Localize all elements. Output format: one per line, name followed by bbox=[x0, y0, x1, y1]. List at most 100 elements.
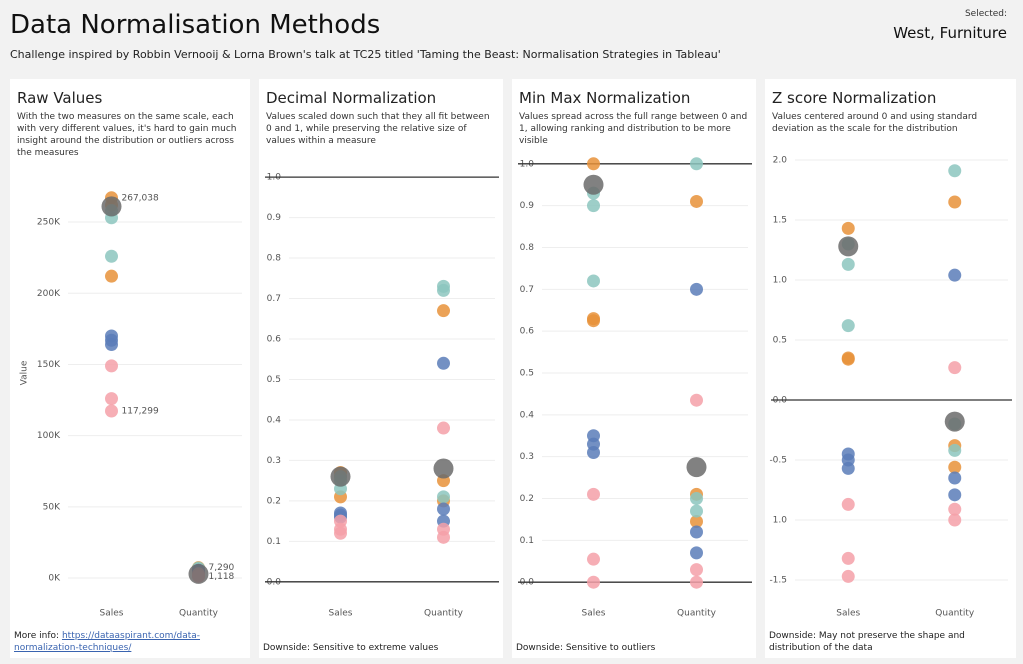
dot bbox=[841, 352, 855, 366]
chart-panel: 2.0 1.5 1.0 0.5 0.0 -0.5 1.0 -1.5 Sales Quantity Z… bbox=[765, 79, 1016, 658]
chart-panel: Value 0K 50K 100K 150K 200K 250K Sales Quantity 2… bbox=[10, 79, 250, 658]
y-tick-label: 0.2 bbox=[520, 494, 534, 504]
y-tick-label: 0.2 bbox=[267, 496, 281, 506]
x-tick-label: Sales bbox=[582, 609, 606, 619]
y-tick-label: 200K bbox=[37, 289, 61, 299]
dot bbox=[433, 458, 454, 479]
dot bbox=[330, 466, 351, 487]
y-tick-label: 0.8 bbox=[267, 254, 282, 264]
chart-panel: 0.0 0.1 0.2 0.3 0.4 0.5 0.6 0.7 0.8 0.9 1.0 Sales Qu… bbox=[512, 79, 756, 658]
dot bbox=[948, 460, 962, 474]
title: Data Normalisation Methods bbox=[10, 10, 381, 40]
y-tick-label: 0.1 bbox=[267, 537, 281, 547]
dot bbox=[948, 443, 962, 457]
dot bbox=[690, 525, 703, 539]
selected-value: West, Furniture bbox=[893, 24, 1007, 42]
chart-description: Values scaled down such that they all fi… bbox=[266, 112, 490, 146]
chart-description: With the two measures on the same scale,… bbox=[17, 112, 237, 158]
dot bbox=[437, 490, 450, 504]
data-label: 267,038 bbox=[122, 193, 159, 203]
dot bbox=[690, 194, 703, 208]
dot bbox=[944, 411, 965, 432]
x-tick-label: Quantity bbox=[424, 609, 464, 619]
y-axis-label: Value bbox=[20, 360, 30, 385]
y-tick-label: 0.3 bbox=[520, 452, 534, 462]
y-tick-label: 100K bbox=[37, 431, 61, 441]
y-tick-label: 0.8 bbox=[520, 243, 535, 253]
y-tick-label: 0.9 bbox=[520, 201, 535, 211]
dot bbox=[105, 359, 118, 373]
dot bbox=[437, 502, 450, 516]
dot bbox=[841, 569, 855, 583]
dot bbox=[948, 513, 962, 527]
y-tick-label: 1.5 bbox=[773, 215, 787, 225]
x-tick-label: Quantity bbox=[935, 609, 975, 619]
dot bbox=[841, 319, 855, 333]
dot bbox=[587, 314, 600, 328]
data-label: 7,290 bbox=[209, 563, 235, 573]
dot bbox=[334, 526, 347, 540]
dot bbox=[841, 461, 855, 475]
dot bbox=[690, 157, 703, 171]
x-tick-label: Sales bbox=[329, 609, 353, 619]
x-tick-label: Quantity bbox=[179, 609, 219, 619]
dot bbox=[690, 515, 703, 529]
y-tick-label: 0.5 bbox=[773, 335, 787, 345]
dot bbox=[105, 338, 118, 352]
footer-text: Downside: May not preserve the shape and… bbox=[769, 631, 965, 653]
dot bbox=[690, 575, 703, 589]
dot bbox=[690, 563, 703, 577]
y-tick-label: 1.0 bbox=[773, 516, 788, 526]
dot bbox=[948, 471, 962, 485]
y-tick-label: 0.7 bbox=[520, 285, 534, 295]
y-tick-label: -0.5 bbox=[769, 456, 787, 466]
chart-panel: 0.0 0.1 0.2 0.3 0.4 0.5 0.6 0.7 0.8 0.9 1.0 Sales Qu… bbox=[259, 79, 503, 658]
dot bbox=[437, 304, 450, 318]
dot bbox=[437, 421, 450, 435]
dot bbox=[583, 174, 604, 195]
dot bbox=[948, 195, 962, 209]
dot bbox=[690, 393, 703, 407]
dot bbox=[686, 457, 707, 478]
dot bbox=[188, 563, 209, 584]
y-tick-label: 150K bbox=[37, 360, 61, 370]
data-label: 117,299 bbox=[122, 407, 159, 417]
data-label: 1,118 bbox=[209, 572, 235, 582]
x-tick-label: Sales bbox=[100, 609, 124, 619]
dot bbox=[841, 257, 855, 271]
dot bbox=[841, 551, 855, 565]
chart-title: Raw Values bbox=[17, 89, 103, 107]
footer-text: More info: bbox=[14, 631, 60, 641]
dot bbox=[437, 283, 450, 297]
dot bbox=[948, 268, 962, 282]
y-tick-label: 0K bbox=[48, 574, 61, 584]
dot bbox=[841, 221, 855, 235]
footer-text: Downside: Sensitive to extreme values bbox=[263, 643, 439, 653]
y-tick-label: 0.5 bbox=[267, 375, 281, 385]
dot bbox=[587, 575, 600, 589]
y-tick-label: 0.9 bbox=[267, 213, 282, 223]
chart-description: Values spread across the full range betw… bbox=[519, 112, 748, 146]
dot bbox=[101, 196, 122, 217]
chart-footer: Downside: Sensitive to extreme values bbox=[263, 642, 493, 654]
dot bbox=[690, 546, 703, 560]
subtitle: Challenge inspired by Robbin Vernooij & … bbox=[10, 48, 721, 61]
y-tick-label: 0.3 bbox=[267, 456, 281, 466]
y-tick-label: 0.4 bbox=[267, 415, 282, 425]
dot bbox=[587, 274, 600, 288]
dot bbox=[690, 504, 703, 518]
dot bbox=[105, 249, 118, 263]
y-tick-label: 50K bbox=[43, 502, 61, 512]
dot bbox=[437, 530, 450, 544]
y-tick-label: -1.5 bbox=[769, 576, 787, 586]
link[interactable]: https://dataaspirant.com/data-normalizat… bbox=[14, 631, 201, 653]
chart-description: Values centered around 0 and using stand… bbox=[772, 112, 978, 134]
y-tick-label: 0.4 bbox=[520, 410, 535, 420]
dot bbox=[105, 392, 118, 406]
dot bbox=[838, 236, 859, 257]
dot bbox=[587, 552, 600, 566]
y-tick-label: 250K bbox=[37, 218, 61, 228]
